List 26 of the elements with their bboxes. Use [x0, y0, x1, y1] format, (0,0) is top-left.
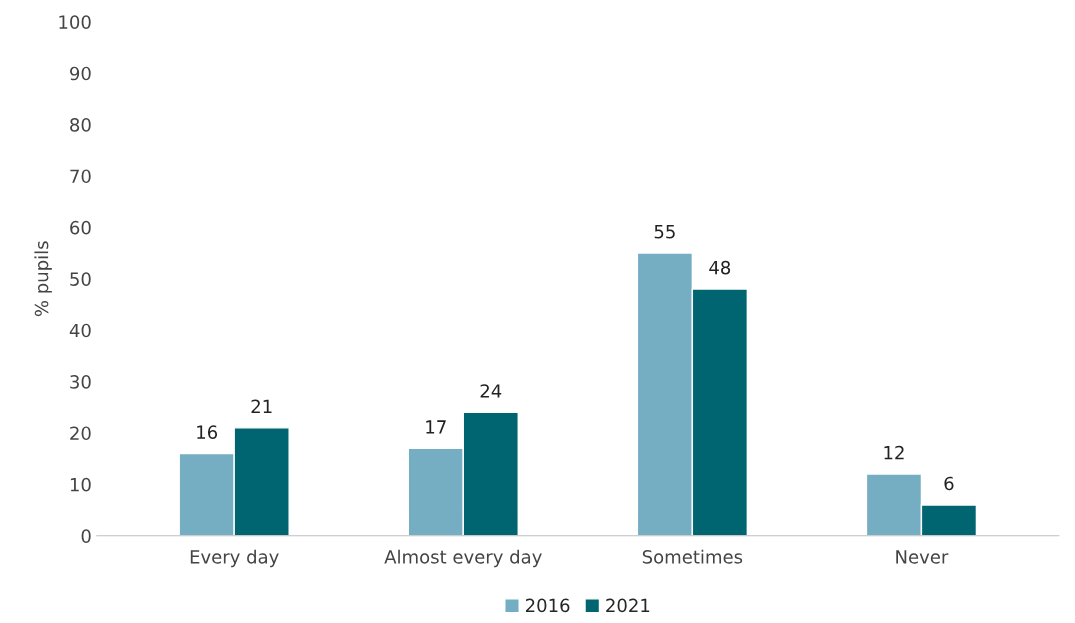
data-label: 17	[426, 420, 446, 434]
data-label: 55	[654, 225, 675, 239]
y-tick-label: 80	[70, 118, 91, 132]
y-tick-label: 100	[59, 15, 91, 29]
data-label: 48	[709, 260, 731, 275]
data-label: 24	[480, 384, 502, 398]
legend-label: 2016	[525, 598, 570, 613]
y-axis-title: % pupils	[34, 241, 52, 317]
x-tick-label: Almost every day	[384, 549, 542, 568]
y-tick-label: 20	[70, 426, 91, 441]
y-tick-label: 10	[70, 477, 91, 492]
data-label: 12	[884, 445, 904, 460]
y-tick-label: 0	[81, 529, 91, 543]
data-label: 16	[197, 425, 218, 439]
data-label: 6	[944, 476, 954, 491]
x-tick-label: Sometimes	[642, 549, 743, 564]
x-tick-label: Every day	[190, 549, 279, 568]
legend-label: 2021	[606, 598, 650, 613]
data-label: 21	[251, 399, 272, 413]
x-tick-label: Never	[896, 550, 949, 564]
y-tick-label: 50	[70, 272, 91, 286]
y-tick-label: 60	[70, 220, 91, 235]
y-tick-label: 90	[70, 66, 91, 81]
y-tick-label: 70	[70, 169, 91, 184]
y-tick-label: 30	[70, 375, 91, 389]
y-tick-label: 40	[69, 323, 91, 338]
